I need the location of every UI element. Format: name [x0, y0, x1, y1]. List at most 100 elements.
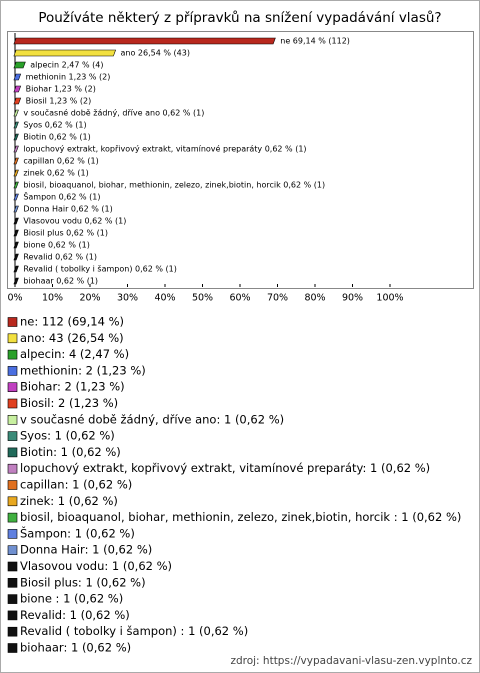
legend-text: biosil, bioaquanol, biohar, methionin, z… — [20, 510, 461, 524]
bar-label: alpecin 2,47 % (4) — [30, 61, 103, 70]
bar-label: Šampon 0,62 % (1) — [23, 191, 100, 202]
legend-text: ne: 112 (69,14 %) — [20, 315, 124, 329]
source: zdroj: https://vypadavani-vlasu-zen.vypl… — [230, 655, 472, 667]
bar-label: Syos 0,62 % (1) — [23, 121, 86, 130]
x-tick-label: 20% — [79, 293, 100, 304]
bar-label: Revalid ( tobolky i šampon) 0,62 % (1) — [23, 264, 177, 274]
bar — [13, 205, 19, 213]
legend-text: ano: 43 (26,54 %) — [20, 331, 124, 345]
bar — [13, 217, 19, 225]
legend-text: Biosil: 2 (1,23 %) — [20, 396, 118, 410]
bar-label: Biosil 1,23 % (2) — [26, 97, 92, 106]
bar — [13, 73, 22, 81]
legend-text: Vlasovou vodu: 1 (0,62 %) — [20, 559, 172, 573]
bar-label: lopuchový extrakt, kopřivový extrakt, vi… — [23, 144, 306, 154]
legend-swatch — [7, 496, 18, 507]
legend-swatch — [7, 333, 18, 344]
bar — [13, 181, 19, 189]
bar — [13, 241, 19, 249]
bar — [13, 85, 22, 93]
legend-swatch — [7, 349, 18, 360]
x-tick-label: 50% — [192, 293, 213, 304]
bar — [13, 37, 276, 45]
x-tick-label: 10% — [42, 293, 63, 304]
legend-text: Biosil plus: 1 (0,62 %) — [20, 575, 146, 589]
plot-frame — [7, 31, 474, 289]
legend-text: capillan: 1 (0,62 %) — [20, 478, 132, 492]
bar-label: v současné době žádný, dříve ano 0,62 % … — [23, 108, 204, 118]
bar-label: methionin 1,23 % (2) — [26, 73, 111, 82]
legend-swatch — [7, 577, 18, 588]
legend-text: methionin: 2 (1,23 %) — [20, 363, 146, 377]
legend-swatch — [7, 545, 18, 556]
x-tick-label: 40% — [154, 293, 175, 304]
bar-label: Donna Hair 0,62 % (1) — [23, 205, 112, 214]
bar — [13, 253, 19, 261]
legend-text: bione : 1 (0,62 %) — [20, 592, 123, 606]
x-tick-label: 0% — [7, 293, 22, 304]
bar-label: Vlasovou vodu 0,62 % (1) — [23, 217, 126, 226]
legend-swatch — [7, 610, 18, 621]
legend-swatch — [7, 382, 18, 393]
legend-text: Biohar: 2 (1,23 %) — [20, 380, 125, 394]
bar — [13, 157, 19, 165]
legend-text: Syos: 1 (0,62 %) — [20, 429, 115, 443]
legend-swatch — [7, 366, 18, 376]
legend-swatch — [7, 398, 18, 409]
chart-title: Používáte některý z přípravků na snížení… — [38, 10, 441, 26]
bar — [13, 133, 19, 141]
legend-text: v současné době žádný, dříve ano: 1 (0,6… — [20, 412, 284, 426]
bar-label: biosil, bioaquanol, biohar, methionin, z… — [23, 181, 325, 190]
bar — [13, 121, 19, 129]
bar-label: ano 26,54 % (43) — [121, 49, 190, 58]
bar-label: biohaar 0,62 % (1) — [23, 277, 98, 286]
legend-swatch — [7, 447, 18, 458]
legend-swatch — [7, 561, 18, 572]
legend-text: zinek: 1 (0,62 %) — [20, 494, 118, 508]
bar-label: capillan 0,62 % (1) — [23, 157, 98, 166]
bar-label: zinek 0,62 % (1) — [23, 169, 88, 178]
legend-text: Biotin: 1 (0,62 %) — [20, 445, 121, 459]
bar — [13, 265, 19, 273]
legend-swatch — [7, 480, 18, 490]
bar — [13, 145, 19, 153]
legend-text: alpecin: 4 (2,47 %) — [20, 347, 129, 361]
x-tick-label: 30% — [117, 293, 138, 304]
bar-label: ne 69,14 % (112) — [280, 37, 350, 46]
legend-text: Revalid ( tobolky i šampon) : 1 (0,62 %) — [20, 624, 248, 638]
bar-label: Biohar 1,23 % (2) — [26, 85, 96, 94]
legend-text: lopuchový extrakt, kopřivový extrakt, vi… — [20, 461, 430, 475]
legend-swatch — [7, 643, 18, 653]
bar-label: Revalid 0,62 % (1) — [23, 253, 97, 262]
legend-swatch — [7, 463, 18, 474]
legend-swatch — [7, 529, 18, 539]
legend-swatch — [7, 626, 18, 637]
bar — [13, 61, 26, 69]
legend-text: biohaar: 1 (0,62 %) — [20, 641, 131, 655]
x-tick-label: 90% — [342, 293, 363, 304]
bar-label: bione 0,62 % (1) — [23, 241, 90, 250]
bar — [13, 277, 19, 285]
legend-swatch — [7, 594, 18, 604]
legend-swatch — [7, 414, 18, 425]
legend-text: Šampon: 1 (0,62 %) — [20, 525, 135, 540]
x-tick-label: 80% — [304, 293, 325, 304]
bar-label: Biotin 0,62 % (1) — [23, 133, 90, 142]
legend-swatch — [7, 431, 18, 441]
x-tick-label: 70% — [267, 293, 288, 304]
bar-label: Biosil plus 0,62 % (1) — [23, 229, 108, 238]
bar — [13, 169, 19, 177]
x-tick-label: 60% — [229, 293, 250, 304]
x-tick-label: 100% — [376, 293, 403, 304]
legend-swatch — [7, 512, 18, 523]
bar — [13, 193, 19, 201]
legend-swatch — [7, 317, 18, 327]
bar — [13, 49, 117, 57]
legend-text: Donna Hair: 1 (0,62 %) — [20, 543, 152, 557]
bar — [13, 229, 19, 237]
bar — [13, 97, 22, 105]
bar — [13, 109, 19, 117]
legend-text: Revalid: 1 (0,62 %) — [20, 608, 130, 622]
